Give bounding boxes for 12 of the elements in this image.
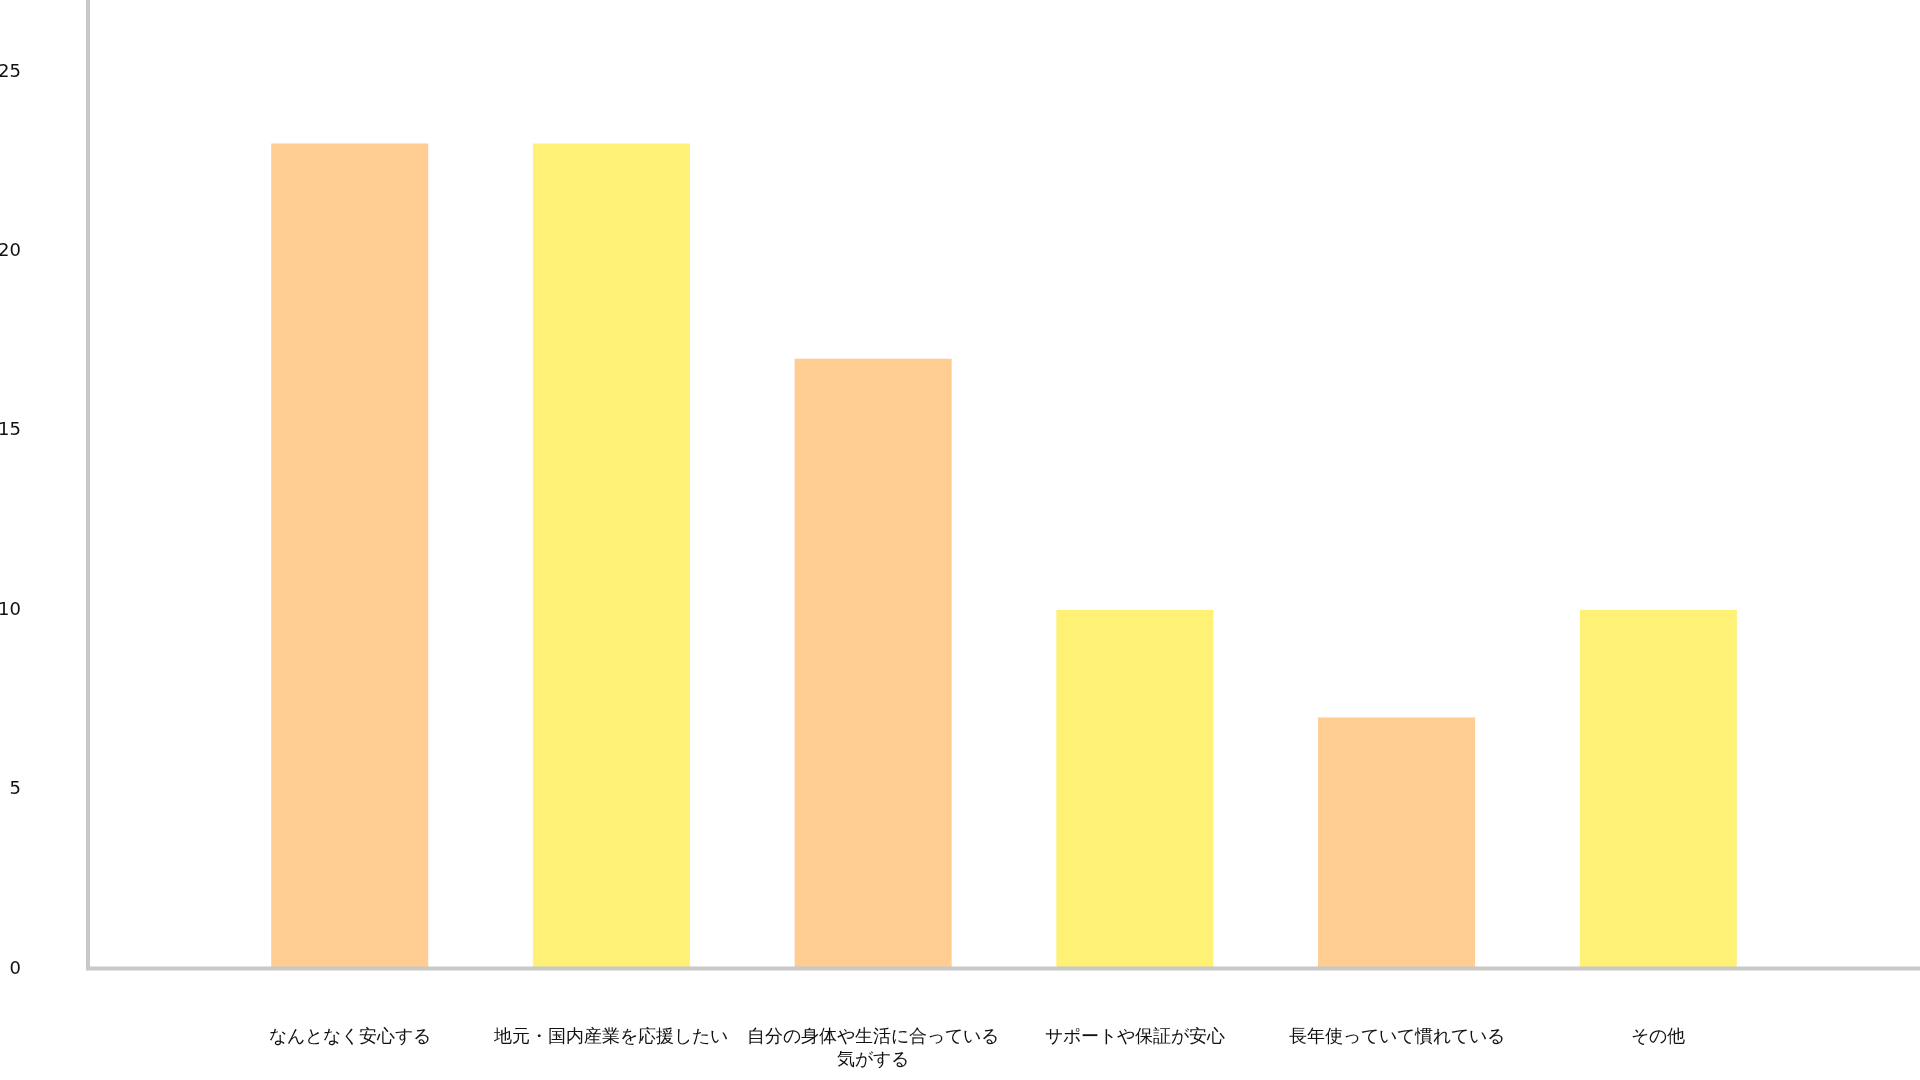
x-tick-label: 長年使っていて慣れている [1288, 1025, 1505, 1046]
y-tick-label: 25 [0, 59, 21, 81]
y-tick-label: 20 [0, 239, 21, 261]
y-tick-label: 10 [0, 597, 21, 619]
x-tick-label: 地元・国内産業を応援したい [493, 1025, 729, 1046]
x-tick-label: サポートや保証が安心 [1044, 1025, 1225, 1046]
y-tick-label: 15 [0, 418, 21, 440]
x-tick-label: その他 [1631, 1025, 1686, 1046]
y-tick-label: 0 [9, 956, 21, 978]
y-tick-label: 5 [9, 777, 21, 799]
x-tick-label: 自分の身体や生活に合っている気がする [747, 1025, 1000, 1069]
x-tick-label: なんとなく安心する [268, 1025, 431, 1046]
